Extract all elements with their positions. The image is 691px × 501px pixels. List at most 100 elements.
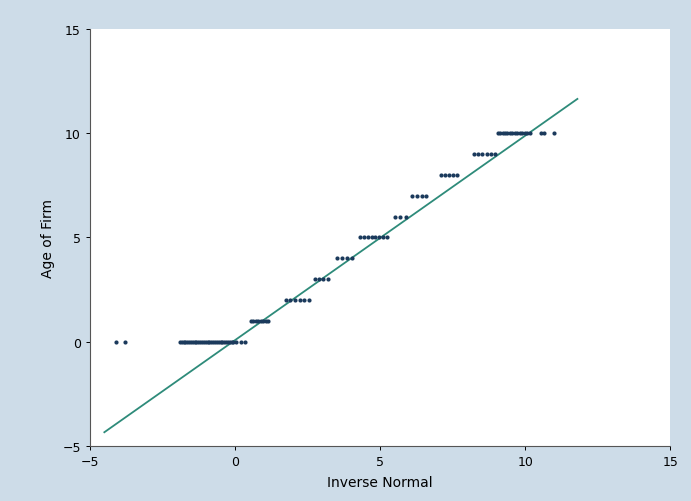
Point xyxy=(366,234,377,242)
Point xyxy=(512,130,523,138)
Point xyxy=(444,171,455,179)
Point xyxy=(202,338,213,346)
Point xyxy=(477,151,488,159)
Point xyxy=(196,338,207,346)
Point xyxy=(285,296,296,304)
Point xyxy=(341,255,352,263)
Point xyxy=(439,171,451,179)
Point xyxy=(421,192,432,200)
Point xyxy=(337,255,348,263)
Point xyxy=(522,130,533,138)
Point xyxy=(322,276,333,284)
Point xyxy=(485,151,496,159)
Point xyxy=(481,151,492,159)
Point xyxy=(206,338,217,346)
Point xyxy=(294,296,305,304)
Point xyxy=(193,338,204,346)
Point xyxy=(189,338,200,346)
Point xyxy=(416,192,427,200)
Point xyxy=(374,234,385,242)
Point xyxy=(215,338,226,346)
Point xyxy=(263,317,274,325)
Point xyxy=(524,130,535,138)
Point xyxy=(411,192,422,200)
Point xyxy=(362,234,373,242)
Point xyxy=(500,130,511,138)
Point xyxy=(111,338,122,346)
Point xyxy=(401,213,412,221)
Point xyxy=(119,338,130,346)
Point xyxy=(191,338,202,346)
Point xyxy=(497,130,508,138)
Point xyxy=(231,338,242,346)
X-axis label: Inverse Normal: Inverse Normal xyxy=(328,475,433,489)
Point xyxy=(448,171,459,179)
Point xyxy=(318,276,329,284)
Y-axis label: Age of Firm: Age of Firm xyxy=(41,198,55,278)
Point xyxy=(309,276,320,284)
Point xyxy=(381,234,392,242)
Point xyxy=(473,151,484,159)
Point xyxy=(209,338,220,346)
Point xyxy=(248,317,259,325)
Point xyxy=(253,317,264,325)
Point xyxy=(451,171,462,179)
Point xyxy=(435,171,446,179)
Point xyxy=(180,338,191,346)
Point xyxy=(378,234,389,242)
Point xyxy=(223,338,234,346)
Point xyxy=(299,296,310,304)
Point xyxy=(184,338,195,346)
Point xyxy=(182,338,193,346)
Point xyxy=(174,338,185,346)
Point xyxy=(303,296,314,304)
Point xyxy=(228,338,239,346)
Point xyxy=(225,338,236,346)
Point xyxy=(509,130,520,138)
Point xyxy=(198,338,209,346)
Point xyxy=(347,255,358,263)
Point xyxy=(495,130,506,138)
Point xyxy=(517,130,528,138)
Point xyxy=(256,317,267,325)
Point xyxy=(536,130,547,138)
Point xyxy=(258,317,269,325)
Point xyxy=(358,234,369,242)
Point xyxy=(370,234,381,242)
Point xyxy=(240,338,251,346)
Point xyxy=(492,130,503,138)
Point xyxy=(195,338,206,346)
Point xyxy=(245,317,256,325)
Point xyxy=(468,151,480,159)
Point xyxy=(502,130,513,138)
Point xyxy=(395,213,406,221)
Point xyxy=(178,338,189,346)
Point xyxy=(185,338,196,346)
Point xyxy=(538,130,549,138)
Point xyxy=(290,296,301,304)
Point xyxy=(250,317,261,325)
Point xyxy=(514,130,525,138)
Point xyxy=(519,130,530,138)
Point xyxy=(200,338,211,346)
Point xyxy=(220,338,231,346)
Point xyxy=(504,130,515,138)
Point xyxy=(226,338,237,346)
Point xyxy=(314,276,325,284)
Point xyxy=(217,338,228,346)
Point xyxy=(207,338,218,346)
Point xyxy=(331,255,342,263)
Point xyxy=(213,338,224,346)
Point xyxy=(235,338,246,346)
Point xyxy=(281,296,292,304)
Point xyxy=(489,151,500,159)
Point xyxy=(219,338,230,346)
Point xyxy=(204,338,215,346)
Point xyxy=(389,213,400,221)
Point xyxy=(176,338,187,346)
Point xyxy=(406,192,417,200)
Point xyxy=(354,234,366,242)
Point xyxy=(211,338,223,346)
Point xyxy=(261,317,272,325)
Point xyxy=(507,130,518,138)
